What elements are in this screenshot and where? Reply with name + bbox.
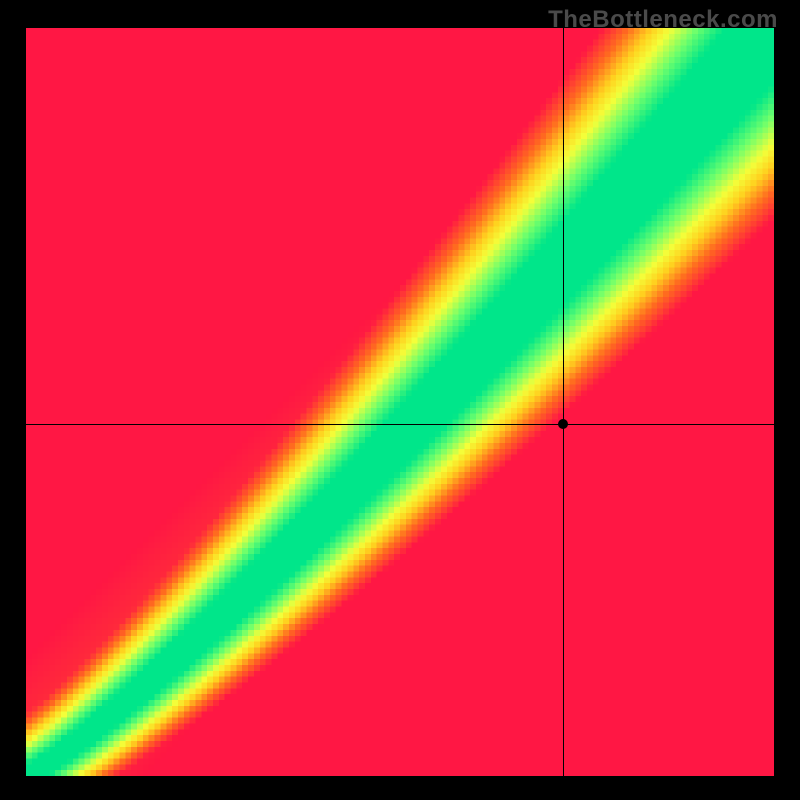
- heatmap-canvas: [26, 28, 774, 776]
- crosshair-vertical: [563, 28, 564, 776]
- heatmap-plot-area: [26, 28, 774, 776]
- crosshair-marker: [558, 419, 568, 429]
- crosshair-horizontal: [26, 424, 774, 425]
- watermark-text: TheBottleneck.com: [548, 6, 778, 34]
